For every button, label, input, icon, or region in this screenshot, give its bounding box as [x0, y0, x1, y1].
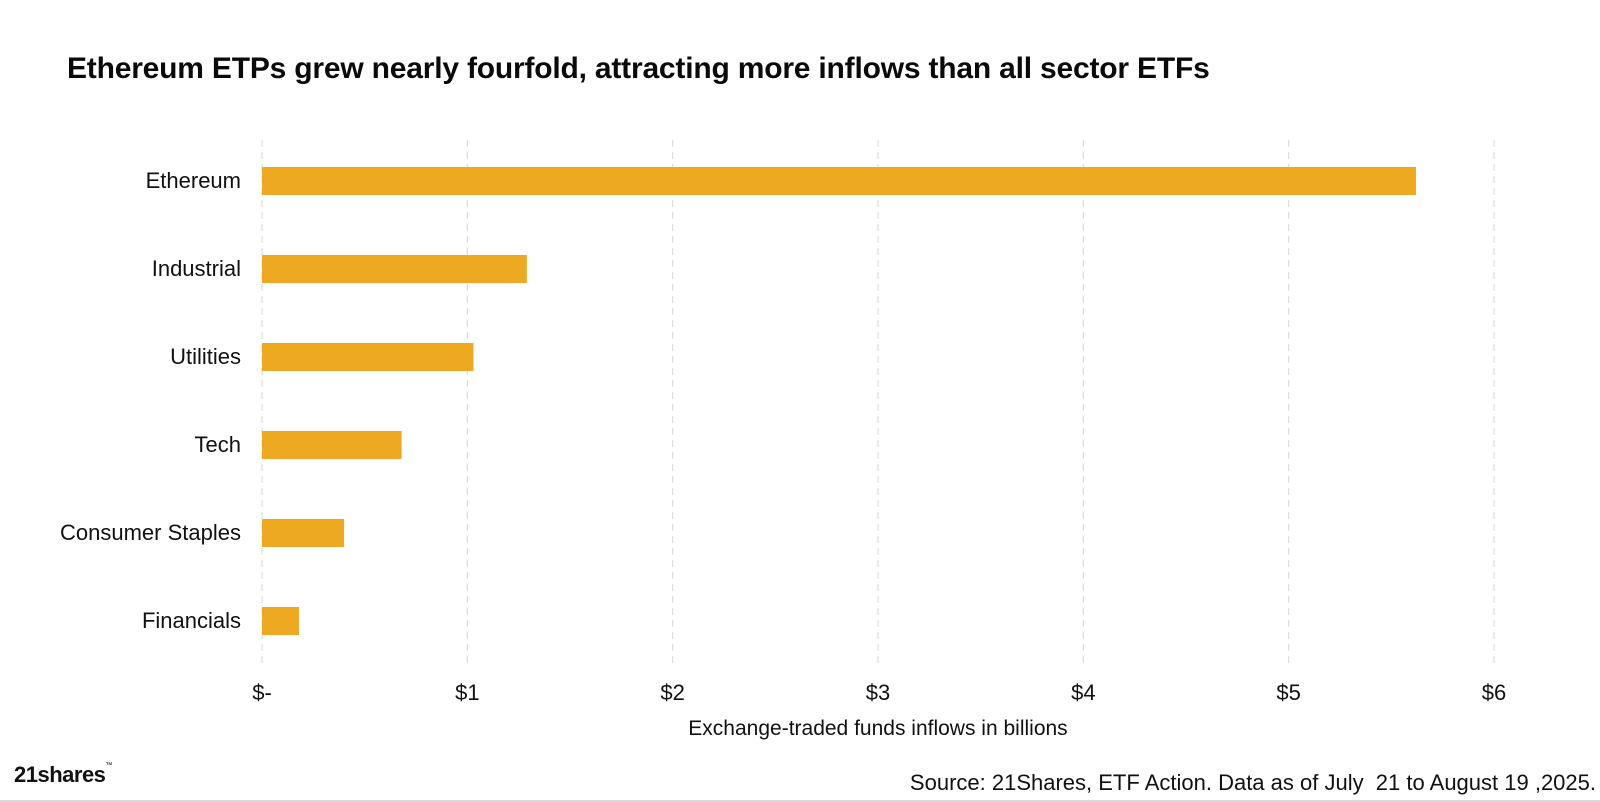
bar-financials	[262, 607, 299, 635]
x-tick-label: $3	[866, 680, 890, 705]
x-tick-label: $1	[455, 680, 479, 705]
x-tick-label: $6	[1482, 680, 1506, 705]
gridlines	[261, 140, 1495, 668]
category-label: Consumer Staples	[60, 520, 241, 545]
x-tick-label: $2	[660, 680, 684, 705]
bar-consumer-staples	[262, 519, 345, 547]
source-note: Source: 21Shares, ETF Action. Data as of…	[909, 770, 1596, 795]
chart-title: Ethereum ETPs grew nearly fourfold, attr…	[67, 52, 1210, 85]
category-label: Utilities	[170, 344, 241, 369]
category-label: Ethereum	[146, 168, 241, 193]
category-labels: Ethereum Industrial Utilities Tech Consumer …	[60, 168, 241, 633]
brand-logo-text: 21shares	[14, 762, 106, 787]
bar-chart: Ethereum Industrial Utilities Tech Consumer …	[60, 140, 1506, 740]
x-axis-label: Exchange-traded funds inflows in billion…	[688, 717, 1067, 740]
bottom-divider	[0, 800, 1600, 802]
bar-ethereum	[262, 167, 1416, 195]
category-label: Tech	[195, 432, 241, 457]
bar-industrial	[262, 255, 527, 283]
x-tick-labels: $- $1 $2 $3 $4 $5 $6	[252, 680, 1506, 705]
x-tick-label: $5	[1276, 680, 1300, 705]
brand-logo-mark: ™	[105, 762, 112, 769]
x-tick-label: $4	[1071, 680, 1095, 705]
category-label: Industrial	[152, 256, 241, 281]
bar-tech	[262, 431, 402, 459]
category-label: Financials	[142, 608, 241, 633]
x-tick-label: $-	[252, 680, 272, 705]
bars	[262, 167, 1416, 635]
brand-logo: 21shares™	[14, 762, 112, 788]
bar-utilities	[262, 343, 474, 371]
